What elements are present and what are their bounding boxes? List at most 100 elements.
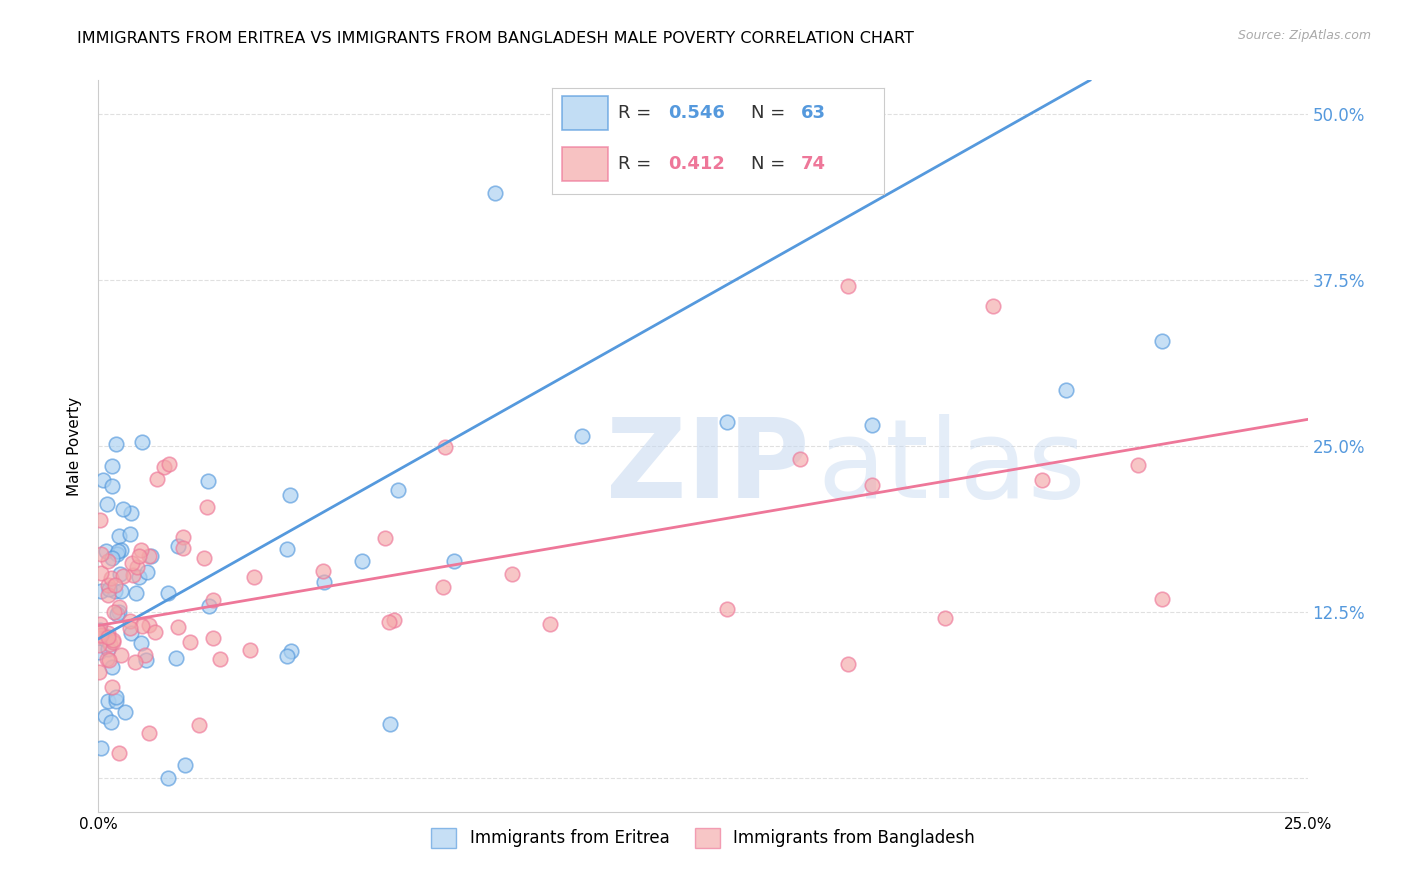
Point: [934, 611, 956, 625]
Point: [87, 638, 110, 652]
Point: [100, 680, 122, 694]
Point: [118, 621, 141, 635]
Point: [195, 500, 218, 514]
Point: [90, 566, 112, 581]
Point: [108, 600, 131, 615]
Point: [94, 632, 117, 646]
Point: [387, 483, 409, 497]
Point: [100, 660, 122, 674]
Point: [239, 643, 262, 657]
Point: [138, 726, 160, 740]
Point: [153, 459, 176, 474]
Point: [90, 628, 112, 642]
Point: [134, 648, 156, 663]
Text: ZIP: ZIP: [606, 415, 810, 522]
Point: [96, 652, 118, 666]
Point: [157, 586, 180, 600]
Text: Source: ZipAtlas.com: Source: ZipAtlas.com: [1237, 29, 1371, 42]
Point: [157, 457, 180, 471]
Point: [1152, 334, 1174, 349]
Point: [90, 741, 112, 756]
Point: [432, 580, 454, 594]
Point: [105, 690, 128, 704]
Point: [107, 529, 129, 543]
Point: [103, 605, 125, 619]
Point: [110, 648, 132, 662]
Point: [120, 506, 142, 520]
Point: [114, 705, 136, 719]
Point: [107, 544, 129, 558]
Legend: Immigrants from Eritrea, Immigrants from Bangladesh: Immigrants from Eritrea, Immigrants from…: [425, 821, 981, 855]
Point: [97, 642, 120, 657]
Point: [101, 458, 124, 473]
Point: [837, 279, 859, 293]
Point: [201, 593, 224, 607]
Point: [107, 605, 129, 619]
Point: [120, 626, 142, 640]
Point: [131, 435, 153, 450]
Point: [101, 635, 124, 649]
Point: [1152, 591, 1174, 606]
Point: [89, 624, 111, 638]
Point: [125, 585, 148, 599]
Point: [193, 551, 215, 566]
Point: [112, 502, 135, 516]
Point: [120, 615, 142, 629]
Point: [135, 652, 157, 666]
Point: [172, 530, 194, 544]
Point: [108, 746, 131, 760]
Point: [860, 478, 883, 492]
Point: [280, 644, 302, 658]
Point: [174, 758, 197, 772]
Point: [110, 543, 132, 558]
Y-axis label: Male Poverty: Male Poverty: [67, 396, 83, 496]
Point: [201, 631, 224, 645]
Point: [276, 648, 298, 663]
Point: [538, 617, 561, 632]
Point: [89, 628, 111, 642]
Point: [103, 577, 125, 591]
Point: [188, 718, 211, 732]
Point: [172, 541, 194, 555]
Point: [104, 437, 127, 451]
Text: atlas: atlas: [818, 415, 1087, 522]
Point: [124, 655, 146, 669]
Point: [981, 299, 1004, 313]
Point: [716, 415, 738, 429]
Point: [97, 694, 120, 708]
Point: [167, 539, 190, 553]
Point: [103, 633, 125, 648]
Point: [104, 694, 127, 708]
Point: [141, 549, 163, 563]
Point: [100, 637, 122, 651]
Point: [276, 542, 298, 557]
Point: [501, 567, 523, 582]
Point: [1031, 473, 1053, 487]
Point: [121, 556, 143, 570]
Point: [98, 582, 121, 597]
Point: [129, 543, 152, 558]
Point: [129, 636, 152, 650]
Point: [209, 652, 232, 666]
Point: [105, 607, 128, 621]
Point: [94, 709, 117, 723]
Point: [278, 488, 301, 502]
Point: [89, 513, 111, 527]
Point: [374, 531, 396, 545]
Point: [101, 478, 124, 492]
Point: [179, 634, 201, 648]
Point: [110, 584, 132, 599]
Point: [378, 615, 401, 630]
Point: [165, 651, 187, 665]
Point: [111, 569, 134, 583]
Point: [350, 554, 373, 568]
Point: [198, 599, 221, 613]
Point: [89, 645, 111, 659]
Point: [100, 571, 122, 585]
Point: [96, 498, 118, 512]
Point: [98, 653, 121, 667]
Point: [571, 428, 593, 442]
Point: [312, 575, 335, 590]
Point: [136, 565, 159, 579]
Point: [101, 551, 124, 566]
